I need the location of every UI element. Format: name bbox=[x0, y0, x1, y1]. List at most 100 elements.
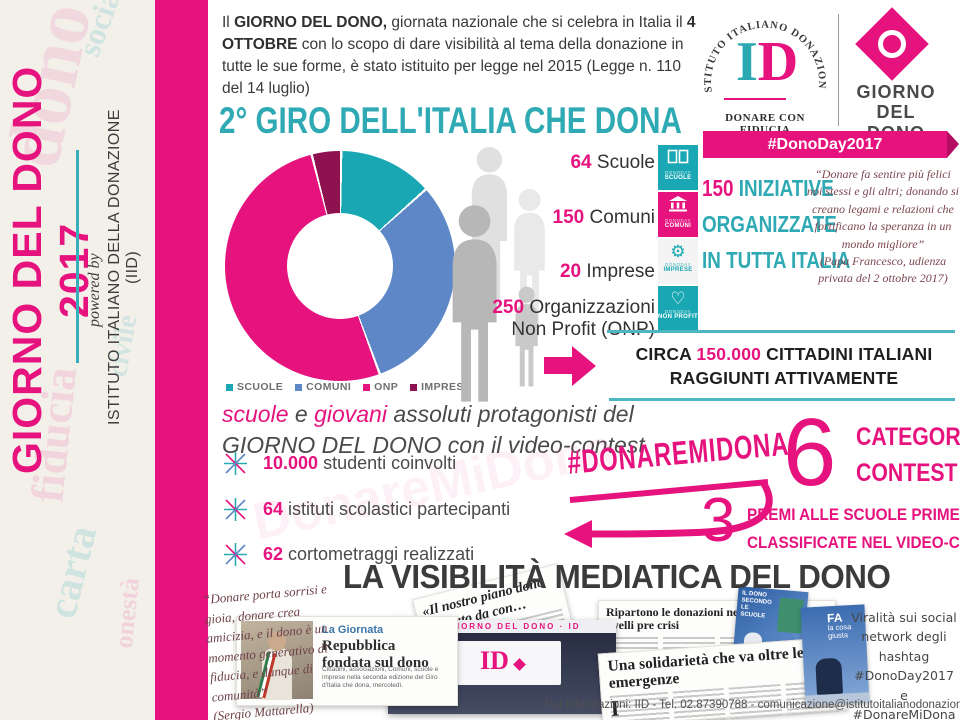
protagonists-heading: scuole e giovani assoluti protagonisti d… bbox=[222, 399, 645, 461]
intro-paragraph: Il GIORNO DEL DONO, giornata nazionale c… bbox=[222, 12, 704, 100]
donut-chart-hole bbox=[287, 213, 393, 319]
watermark-word: onestà bbox=[108, 576, 146, 650]
tile-label: SCUOLE bbox=[664, 175, 692, 181]
stat-value: 150 bbox=[552, 207, 585, 228]
powered-by-label: powered by bbox=[86, 253, 103, 327]
initiatives-label: IN TUTTA ITALIA bbox=[702, 247, 851, 273]
stat-label: Imprese bbox=[581, 261, 655, 282]
legend-item: COMUNI bbox=[295, 381, 351, 393]
left-sidebar: dono sociale fiducia civile carta onestà… bbox=[0, 0, 155, 720]
quote-attribution: (Papa Francesco, udienza privata del 2 o… bbox=[818, 253, 948, 286]
tv-guest-silhouette bbox=[815, 657, 844, 695]
tile-nonprofit: ♡ DONODAY NON PROFIT bbox=[658, 286, 698, 331]
organization-name-vertical: ISTITUTO ITALIANO DELLA DONAZIONE (IID) bbox=[106, 109, 141, 425]
tv-inset-image bbox=[776, 597, 804, 634]
news-body: Cittadini, associazioni, Comuni, scuole … bbox=[322, 666, 439, 689]
intro-bold: 4 OTTOBRE bbox=[222, 14, 696, 53]
prizes-number: 3 bbox=[701, 486, 736, 555]
legend-label: IMPRESE bbox=[421, 381, 472, 393]
right-arrow-icon bbox=[572, 346, 596, 386]
bullet-label: studenti coinvolti bbox=[318, 453, 457, 473]
legend-swatch bbox=[410, 383, 418, 391]
stat-scuole: 64 Scuole bbox=[468, 152, 655, 174]
bullet-label: cortometraggi realizzati bbox=[283, 544, 475, 564]
right-arrow-icon bbox=[544, 357, 572, 374]
categories-label: CATEGORIE bbox=[856, 423, 960, 451]
quote-text: “Donare fa sentire più felici noi stessi… bbox=[806, 167, 959, 251]
chart-legend: SCUOLE COMUNI ONP IMPRESE bbox=[226, 381, 471, 393]
event-title-vertical: GIORNO DEL DONO 2017 bbox=[4, 65, 97, 475]
legend-label: ONP bbox=[374, 381, 399, 393]
intro-bold: GIORNO DEL DONO, bbox=[234, 14, 388, 31]
highlight-word: giovani bbox=[314, 401, 387, 427]
tile-comuni: DONODAY COMUNI bbox=[658, 192, 698, 237]
categories-label: CONTEST bbox=[856, 459, 958, 487]
bullet-cortometraggi: 62 cortometraggi realizzati bbox=[222, 541, 474, 568]
initiatives-label: ORGANIZZATE bbox=[702, 211, 837, 237]
bullet-value: 62 bbox=[263, 544, 284, 564]
stat-label: Comuni bbox=[584, 207, 655, 228]
tile-label: COMUNI bbox=[664, 223, 692, 229]
legend-label: COMUNI bbox=[306, 381, 352, 393]
mattarella-quote: “Donare porta sorrisi e gioia, donare cr… bbox=[202, 579, 345, 720]
event-screen-logo: ID bbox=[480, 646, 509, 675]
tile-brand: DONODAY bbox=[665, 218, 691, 223]
tile-scuole: DONODAY SCUOLE bbox=[658, 145, 698, 190]
tile-brand: DONODAY bbox=[665, 262, 691, 267]
initiatives-label: INIZIATIVE bbox=[733, 175, 834, 201]
iid-underline bbox=[724, 98, 786, 100]
bullet-studenti: 10.000 studenti coinvolti bbox=[222, 450, 456, 477]
reach-text: CIRCA bbox=[635, 344, 697, 364]
tile-label: IMPRESE bbox=[663, 267, 693, 273]
intro-text: con lo scopo di dare visibilità al tema … bbox=[222, 36, 684, 97]
divider-line bbox=[607, 330, 955, 333]
intro-text: giornata nazionale che si celebra in Ita… bbox=[387, 14, 687, 31]
social-virality-note: Viralità sui social network degli hashta… bbox=[851, 610, 957, 720]
diamond-icon bbox=[513, 658, 526, 671]
iid-logo: ISTITUTO ITALIANO DONAZIONE bbox=[700, 6, 826, 93]
legend-swatch bbox=[226, 383, 233, 391]
iid-monogram: ID bbox=[736, 34, 798, 90]
stat-label: Organizzazioni bbox=[524, 297, 655, 318]
pope-photo-head bbox=[268, 632, 286, 651]
categories-number: 6 bbox=[783, 399, 837, 506]
watermark-word: carta bbox=[39, 521, 107, 623]
news-headline: Repubblica fondata sul dono bbox=[322, 638, 429, 671]
news-kicker: La Giornata bbox=[322, 624, 384, 636]
tile-brand: DONODAY bbox=[665, 309, 691, 314]
legend-swatch bbox=[363, 383, 371, 391]
heading-text: e bbox=[288, 401, 315, 427]
stat-label: Scuole bbox=[591, 152, 655, 173]
reach-value: 150.000 bbox=[696, 344, 762, 364]
bank-icon bbox=[669, 196, 687, 212]
divider-line bbox=[609, 398, 955, 401]
tile-brand: DONODAY bbox=[665, 170, 691, 175]
legend-item: IMPRESE bbox=[410, 381, 471, 393]
initiatives-value: 150 bbox=[702, 175, 734, 201]
asterisk-icon bbox=[224, 498, 247, 521]
media-section-title: LA VISIBILITÀ MEDIATICA DEL DONO bbox=[343, 558, 891, 595]
stat-value: 250 bbox=[492, 297, 525, 318]
pink-stripe bbox=[155, 0, 208, 720]
legend-item: SCUOLE bbox=[226, 381, 283, 393]
heart-icon: ♡ bbox=[670, 289, 686, 308]
intro-text: Il bbox=[222, 14, 235, 31]
bullet-value: 10.000 bbox=[263, 453, 319, 473]
highlight-word: scuole bbox=[222, 401, 289, 427]
asterisk-icon bbox=[224, 452, 247, 475]
stat-comuni: 150 Comuni bbox=[468, 207, 655, 229]
stat-value: 20 bbox=[559, 261, 582, 282]
bullet-istituti: 64 istituti scolastici partecipanti bbox=[222, 496, 510, 523]
donoday-ribbon: #DonoDay2017 bbox=[703, 131, 947, 158]
legend-swatch bbox=[295, 383, 303, 391]
hashtag-arrow-icon bbox=[564, 479, 773, 548]
iid-letter-d: D bbox=[757, 31, 799, 93]
event-stage-screen: ID bbox=[443, 641, 561, 685]
stat-value: 64 bbox=[570, 152, 592, 173]
prizes-label: CLASSIFICATE NEL VIDEO-CONTEST bbox=[747, 533, 960, 552]
reach-text: RAGGIUNTI ATTIVAMENTE bbox=[669, 368, 899, 388]
page-title-text: 2° GIRO DELL'ITALIA CHE DONA bbox=[219, 100, 682, 141]
reach-text: CITTADINI ITALIANI bbox=[761, 344, 933, 364]
sidebar-divider-line bbox=[76, 150, 79, 363]
gears-icon: ⚙ bbox=[670, 242, 686, 261]
